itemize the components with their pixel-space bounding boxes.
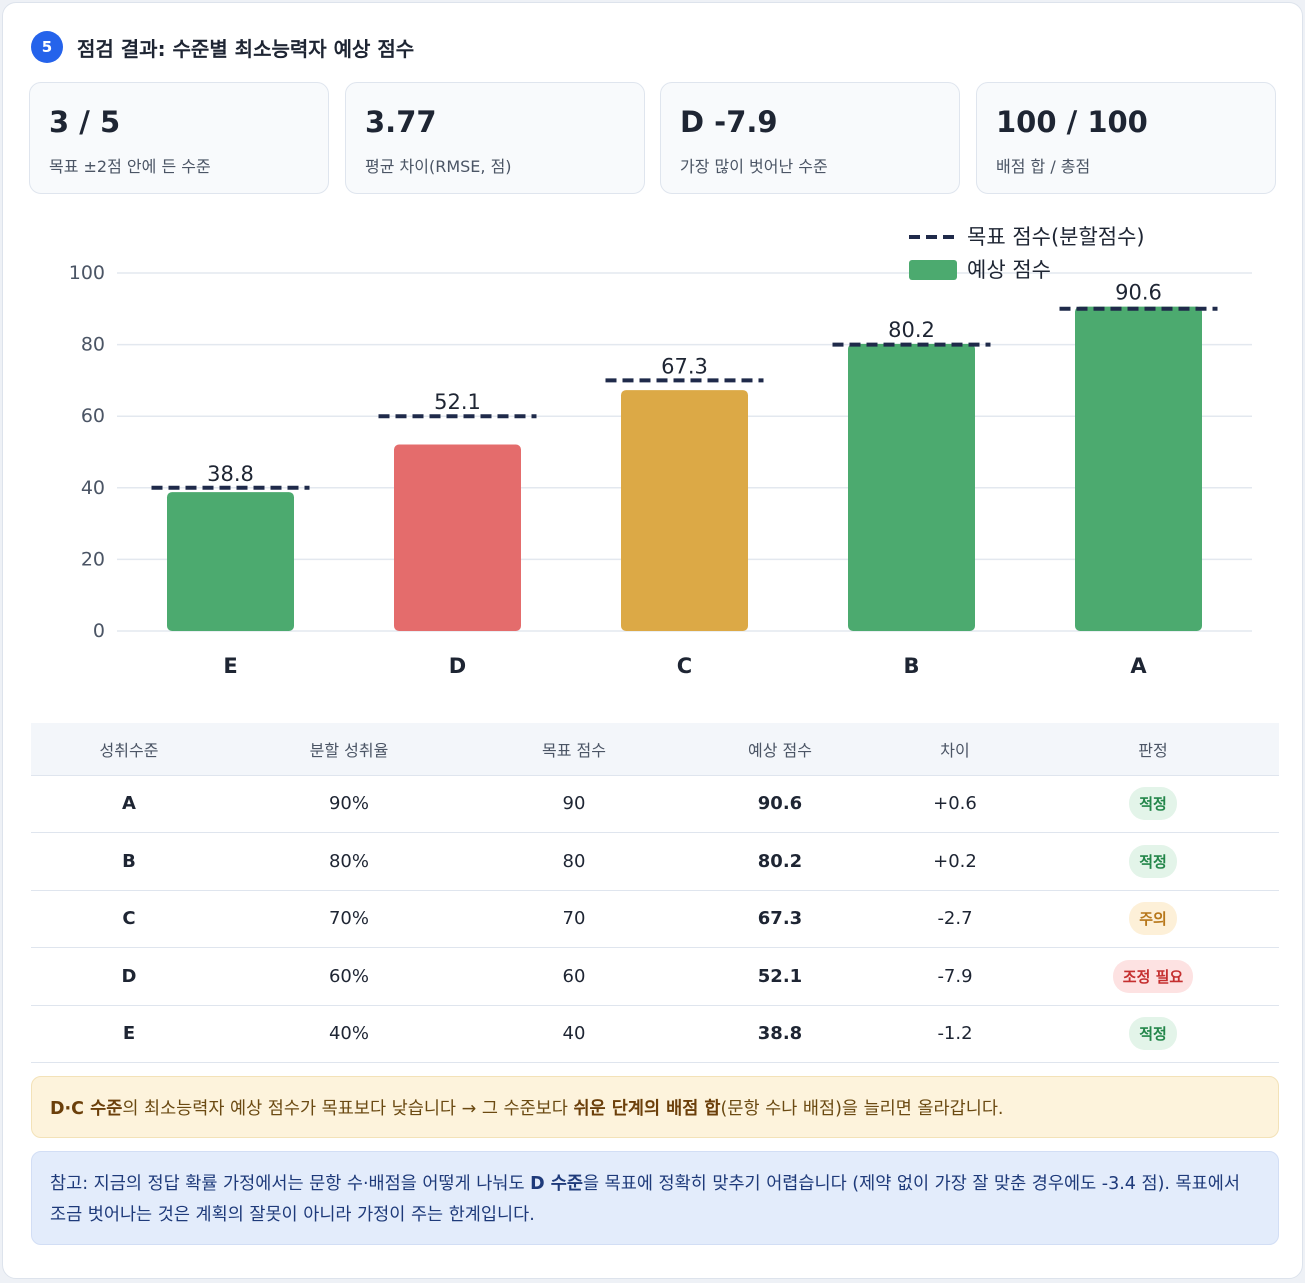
verdict-badge: 적정: [1129, 844, 1177, 878]
cell-verdict: 적정: [1027, 775, 1279, 833]
table-row: B 80% 80 80.2 +0.2 적정: [31, 832, 1279, 891]
y-tick-label: 20: [81, 548, 105, 570]
col-header-verdict: 판정: [1027, 723, 1279, 776]
cell-diff: +0.6: [883, 775, 1027, 833]
cell-predicted: 67.3: [677, 890, 883, 948]
cell-rate: 60%: [227, 947, 471, 1006]
section-title: 점검 결과: 수준별 최소능력자 예상 점수: [77, 36, 415, 61]
cell-level: C: [31, 890, 227, 948]
cell-diff: -2.7: [883, 890, 1027, 948]
cell-target: 70: [471, 890, 677, 948]
legend-predicted-label: 예상 점수: [967, 258, 1051, 282]
score-bar-chart: 0 20 40 60 80 100 38.8 E 52.1 D 67.3 C 80.2 B 90.6 A 목표 …: [69, 225, 1252, 678]
cell-verdict: 주의: [1027, 890, 1279, 948]
y-tick-label: 80: [81, 334, 105, 356]
data-label: 67.3: [661, 354, 708, 378]
x-tick-label: E: [223, 654, 237, 678]
warning-text-1: 의 최소능력자 예상 점수가 목표보다 낮습니다 → 그 수준보다: [122, 1099, 574, 1119]
verdict-badge: 조정 필요: [1112, 959, 1194, 993]
cell-target: 80: [471, 832, 677, 891]
y-tick-label: 0: [93, 620, 105, 642]
bar-B: [848, 343, 975, 631]
table-row: D 60% 60 52.1 -7.9 조정 필요: [31, 947, 1279, 1006]
cell-predicted: 38.8: [677, 1005, 883, 1063]
stat-label: 가장 많이 벗어난 수준: [680, 157, 828, 176]
cell-level: A: [31, 775, 227, 833]
step-number-badge: 5: [31, 31, 63, 63]
stat-card-within-target: 3 / 5 목표 ±2점 안에 든 수준: [29, 82, 329, 194]
cell-verdict: 적정: [1027, 832, 1279, 891]
data-label: 90.6: [1115, 281, 1162, 305]
cell-level: B: [31, 832, 227, 891]
cell-verdict: 적정: [1027, 1005, 1279, 1063]
y-tick-label: 100: [69, 262, 105, 284]
x-tick-label: A: [1130, 654, 1147, 678]
data-label: 52.1: [434, 390, 481, 414]
info-emphasis: D 수준: [530, 1174, 583, 1194]
stat-card-rmse: 3.77 평균 차이(RMSE, 점): [345, 82, 645, 194]
warning-levels: D·C 수준: [50, 1099, 123, 1119]
cell-verdict: 조정 필요: [1027, 947, 1279, 1006]
legend-target-label: 목표 점수(분할점수): [967, 225, 1145, 249]
warning-text-2: (문항 수나 배점)을 늘리면 올라갑니다.: [720, 1099, 1004, 1119]
col-header-rate: 분할 성취율: [227, 723, 471, 776]
stat-value: 100 / 100: [996, 105, 1148, 139]
stat-value: 3 / 5: [49, 105, 121, 139]
stat-value: 3.77: [365, 105, 437, 139]
y-tick-label: 40: [81, 477, 105, 499]
bar-C: [621, 390, 748, 631]
info-text-1: 참고: 지금의 정답 확률 가정에서는 문항 수·배점을 어떻게 나눠도: [50, 1174, 531, 1194]
cell-rate: 40%: [227, 1005, 471, 1063]
section-header: 5 점검 결과: 수준별 최소능력자 예상 점수: [31, 31, 415, 63]
table-row: C 70% 70 67.3 -2.7 주의: [31, 890, 1279, 948]
verdict-badge: 적정: [1129, 1017, 1177, 1051]
verdict-badge: 적정: [1129, 787, 1177, 821]
cell-rate: 70%: [227, 890, 471, 948]
stat-label: 평균 차이(RMSE, 점): [365, 157, 512, 176]
y-tick-label: 60: [81, 405, 105, 427]
warning-emphasis: 쉬운 단계의 배점 합: [573, 1099, 721, 1119]
results-table: 성취수준 분할 성취율 목표 점수 예상 점수 차이 판정 A 90% 90 9…: [31, 723, 1279, 1063]
x-tick-label: D: [449, 654, 466, 678]
stat-card-max-deviation: D -7.9 가장 많이 벗어난 수준: [660, 82, 960, 194]
stat-card-point-sum: 100 / 100 배점 합 / 총점: [976, 82, 1276, 194]
stat-label: 목표 ±2점 안에 든 수준: [49, 157, 211, 176]
stat-label: 배점 합 / 총점: [996, 157, 1091, 176]
x-tick-label: C: [677, 654, 692, 678]
table-row: A 90% 90 90.6 +0.6 적정: [31, 775, 1279, 833]
col-header-diff: 차이: [883, 723, 1027, 776]
cell-diff: +0.2: [883, 832, 1027, 891]
table-header-row: 성취수준 분할 성취율 목표 점수 예상 점수 차이 판정: [31, 723, 1279, 776]
cell-target: 40: [471, 1005, 677, 1063]
verdict-badge: 주의: [1129, 902, 1177, 936]
data-label: 38.8: [207, 462, 254, 486]
cell-predicted: 80.2: [677, 832, 883, 891]
col-header-target: 목표 점수: [471, 723, 677, 776]
cell-target: 90: [471, 775, 677, 833]
cell-target: 60: [471, 947, 677, 1006]
cell-diff: -1.2: [883, 1005, 1027, 1063]
data-label: 80.2: [888, 318, 935, 342]
bar-D: [394, 444, 521, 631]
table-row: E 40% 40 38.8 -1.2 적정: [31, 1005, 1279, 1063]
x-tick-label: B: [903, 654, 919, 678]
bar-E: [167, 492, 294, 631]
warning-note: D·C 수준의 최소능력자 예상 점수가 목표보다 낮습니다 → 그 수준보다 …: [31, 1076, 1279, 1138]
info-note: 참고: 지금의 정답 확률 가정에서는 문항 수·배점을 어떻게 나눠도 D 수…: [31, 1151, 1279, 1245]
cell-rate: 90%: [227, 775, 471, 833]
cell-rate: 80%: [227, 832, 471, 891]
cell-predicted: 90.6: [677, 775, 883, 833]
stat-value: D -7.9: [680, 105, 778, 139]
col-header-level: 성취수준: [31, 723, 227, 776]
cell-level: D: [31, 947, 227, 1006]
col-header-predicted: 예상 점수: [677, 723, 883, 776]
cell-diff: -7.9: [883, 947, 1027, 1006]
cell-predicted: 52.1: [677, 947, 883, 1006]
info-text-2: 을 목표에 정확히 맞추기 어렵습니다 (제약 없이 가장 잘 맞춘 경우에도 …: [50, 1174, 1240, 1225]
bar-A: [1075, 306, 1202, 631]
legend-predicted-swatch: [909, 260, 957, 280]
cell-level: E: [31, 1005, 227, 1063]
